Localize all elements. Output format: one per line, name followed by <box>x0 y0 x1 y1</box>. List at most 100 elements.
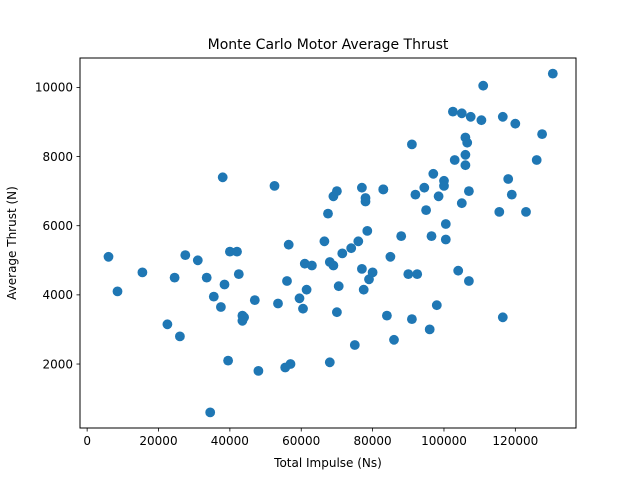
data-point <box>357 182 367 193</box>
data-point <box>169 272 180 283</box>
data-point <box>253 366 264 376</box>
data-point <box>460 149 471 160</box>
data-point <box>112 286 123 297</box>
data-point <box>233 269 244 279</box>
data-point <box>440 234 451 245</box>
data-point <box>223 355 234 366</box>
data-point <box>301 284 312 295</box>
data-point <box>396 231 407 242</box>
data-point <box>294 293 305 304</box>
data-point <box>389 334 399 345</box>
data-point <box>232 246 242 257</box>
data-point <box>323 208 333 219</box>
data-point <box>328 260 339 271</box>
y-axis-label: Average Thrust (N) <box>5 186 19 300</box>
data-point <box>137 267 148 278</box>
data-point <box>510 118 521 129</box>
data-point <box>547 68 558 79</box>
x-tick-label: 60000 <box>282 434 320 448</box>
data-point <box>419 182 430 193</box>
x-axis-ticks: 0 20000 40000 60000 80000 100000 120000 <box>83 428 538 448</box>
data-point <box>465 111 476 122</box>
x-tick-label: 100000 <box>421 434 467 448</box>
data-point <box>456 108 467 119</box>
data-point <box>478 80 489 91</box>
data-point <box>217 172 228 183</box>
data-point <box>448 106 458 117</box>
data-point <box>362 226 373 236</box>
data-point <box>360 193 371 203</box>
data-point <box>497 312 508 323</box>
data-point <box>431 300 442 311</box>
data-point <box>385 251 396 262</box>
data-point <box>537 129 547 140</box>
data-point <box>464 276 474 286</box>
data-point <box>225 246 235 257</box>
data-point <box>192 255 203 266</box>
data-point <box>180 250 191 260</box>
data-point <box>456 198 467 209</box>
data-point <box>282 276 292 286</box>
data-point <box>464 186 474 197</box>
data-point <box>521 207 531 217</box>
x-tick-label: 120000 <box>492 434 538 448</box>
data-point <box>324 357 335 368</box>
data-point <box>439 181 449 191</box>
data-point <box>421 205 431 216</box>
data-point <box>449 155 460 165</box>
data-point <box>319 236 330 247</box>
data-point <box>332 307 342 318</box>
data-point <box>298 303 308 314</box>
data-point <box>346 243 357 254</box>
data-point <box>337 248 348 259</box>
data-point <box>453 265 464 276</box>
data-point <box>269 181 280 191</box>
x-axis-label: Total Impulse (Ns) <box>273 456 382 470</box>
data-point <box>239 312 250 323</box>
data-point <box>249 295 260 305</box>
data-point <box>205 407 216 418</box>
data-point <box>219 279 230 290</box>
data-point <box>378 184 389 195</box>
data-point <box>407 314 417 324</box>
data-point <box>367 267 378 278</box>
data-point <box>426 231 437 242</box>
data-point <box>357 264 367 274</box>
x-tick-label: 20000 <box>139 434 177 448</box>
data-point <box>428 168 439 179</box>
data-point <box>162 319 173 330</box>
data-point <box>403 269 414 279</box>
y-axis-ticks: 2000 4000 6000 8000 10000 <box>35 81 80 371</box>
y-tick-label: 2000 <box>42 357 73 371</box>
data-points <box>103 68 558 418</box>
x-tick-label: 80000 <box>354 434 392 448</box>
data-point <box>307 260 317 271</box>
data-point <box>349 340 360 350</box>
data-point <box>201 272 212 283</box>
data-point <box>410 189 421 200</box>
data-point <box>273 298 283 309</box>
data-point <box>503 174 514 184</box>
data-point <box>175 331 185 342</box>
data-point <box>460 160 471 171</box>
data-point <box>412 269 423 279</box>
plot-frame <box>79 57 577 429</box>
data-point <box>358 284 369 295</box>
data-point <box>407 139 417 150</box>
data-point <box>462 137 473 148</box>
data-point <box>285 359 296 369</box>
chart-title: Monte Carlo Motor Average Thrust <box>208 37 449 53</box>
y-tick-label: 4000 <box>42 288 73 302</box>
data-point <box>494 207 505 217</box>
data-point <box>476 115 487 126</box>
data-point <box>382 310 392 321</box>
y-tick-label: 8000 <box>42 150 73 164</box>
data-point <box>332 186 342 197</box>
y-tick-label: 10000 <box>35 81 73 95</box>
data-point <box>216 302 226 312</box>
data-point <box>353 236 364 247</box>
data-point <box>433 191 444 202</box>
data-point <box>103 251 114 262</box>
